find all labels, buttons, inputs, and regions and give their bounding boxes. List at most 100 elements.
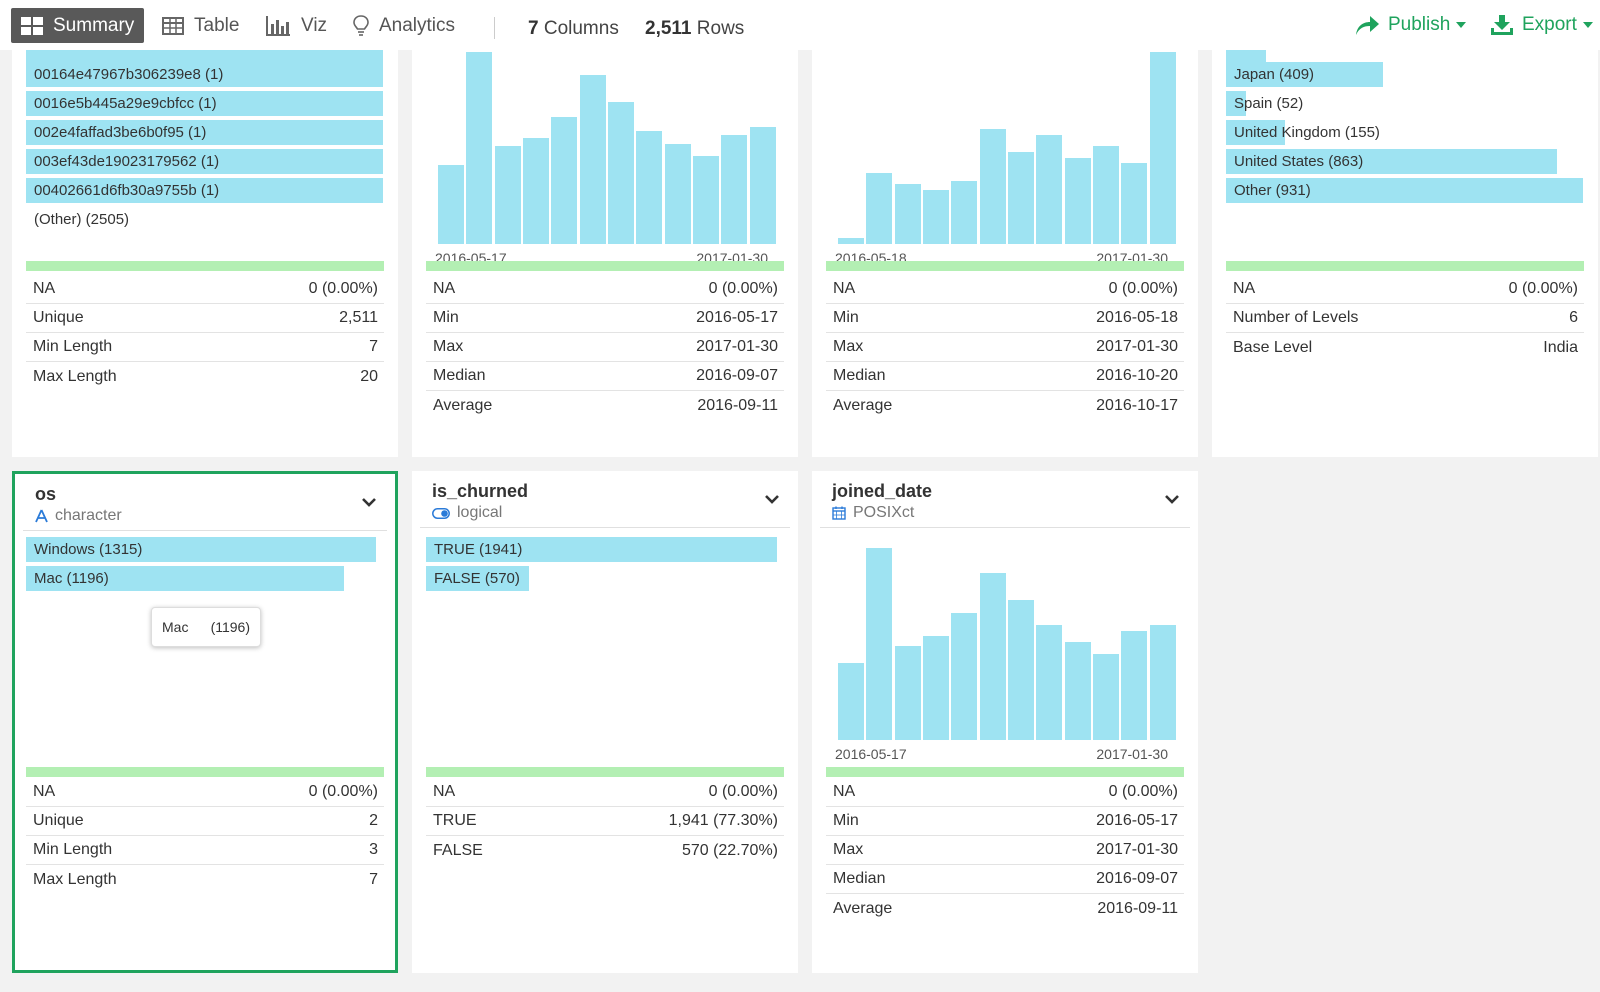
- stat-value: 2: [369, 812, 378, 829]
- histogram-bar[interactable]: [523, 138, 549, 244]
- histogram-bar[interactable]: [1093, 654, 1119, 740]
- level-bar[interactable]: [1226, 91, 1246, 116]
- histogram-bar[interactable]: [866, 173, 892, 244]
- histogram-bar[interactable]: [636, 131, 662, 244]
- histogram-bar[interactable]: [1150, 625, 1176, 740]
- histogram-bar[interactable]: [951, 613, 977, 740]
- stat-row: Median 2016-09-07: [426, 362, 784, 391]
- level-bar[interactable]: [1226, 120, 1285, 145]
- stat-row: Max 2017-01-30: [826, 333, 1184, 362]
- histogram-bar[interactable]: [495, 146, 521, 244]
- stat-key: Max Length: [33, 367, 117, 385]
- histogram-bar[interactable]: [1036, 625, 1062, 740]
- histogram-bar[interactable]: [1008, 152, 1034, 244]
- histogram-bar[interactable]: [923, 636, 949, 740]
- stat-value: 2016-09-07: [696, 367, 778, 384]
- export-label: Export: [1522, 14, 1577, 35]
- histogram-bar[interactable]: [693, 156, 719, 244]
- histogram-bar[interactable]: [1121, 631, 1147, 740]
- stats-table: NA 0 (0.00%) Number of Levels 6 Base Level In…: [1226, 275, 1584, 362]
- level-label: TRUE (1941): [434, 541, 523, 558]
- histogram-bar[interactable]: [466, 52, 492, 244]
- histogram-bar[interactable]: [838, 238, 864, 244]
- stat-key: Average: [833, 396, 893, 414]
- level-bar: [26, 62, 383, 87]
- stat-value: 0 (0.00%): [708, 280, 778, 297]
- na-indicator-bar: [826, 261, 1184, 271]
- column-card-user-id[interactable]: 00164e47967b306239e8 (1) 0016e5b445a29e9…: [12, 10, 398, 457]
- histogram-bar[interactable]: [1093, 146, 1119, 244]
- publish-button[interactable]: Publish: [1354, 14, 1467, 36]
- histogram-bar[interactable]: [980, 573, 1006, 740]
- level-label: Mac (1196): [34, 570, 109, 587]
- histogram-bar[interactable]: [580, 75, 606, 244]
- histogram-bar[interactable]: [750, 127, 776, 244]
- tab-viz[interactable]: Viz: [255, 8, 337, 43]
- histogram-bar[interactable]: [1008, 600, 1034, 740]
- stat-value: 7: [369, 870, 378, 888]
- level-label: Windows (1315): [34, 541, 143, 558]
- column-card-date-b[interactable]: 2016-05-18 2017-01-30 NA 0 (0.00%) Min 2016…: [812, 10, 1198, 457]
- level-bar[interactable]: [1226, 149, 1557, 174]
- tooltip-name: Mac: [162, 619, 189, 635]
- column-name: joined_date: [832, 481, 933, 501]
- level-bar[interactable]: [26, 537, 376, 562]
- tab-analytics-label: Analytics: [379, 14, 456, 36]
- stat-value: 7: [369, 338, 378, 355]
- histogram-bar[interactable]: [1065, 642, 1091, 740]
- stat-row: Median 2016-10-20: [826, 362, 1184, 391]
- histogram-bar[interactable]: [951, 181, 977, 244]
- level-bar[interactable]: [1226, 62, 1383, 87]
- histogram-bar[interactable]: [866, 548, 892, 740]
- column-card-is-churned[interactable]: is_churned logical NA 0 (0.00%) TRUE 1,941 …: [412, 471, 798, 973]
- tab-analytics[interactable]: Analytics: [343, 8, 465, 43]
- column-card-date-a[interactable]: 2016-05-17 2017-01-30 NA 0 (0.00%) Min 2016…: [412, 10, 798, 457]
- chevron-down-icon[interactable]: [764, 494, 780, 505]
- stat-key: NA: [833, 783, 856, 800]
- histogram-bar[interactable]: [980, 129, 1006, 244]
- stat-row: TRUE 1,941 (77.30%): [426, 807, 784, 836]
- tab-summary[interactable]: Summary: [11, 8, 145, 43]
- chevron-down-icon[interactable]: [361, 497, 377, 508]
- lightbulb-icon: [353, 14, 369, 36]
- tab-table[interactable]: Table: [152, 8, 249, 43]
- histogram-bar[interactable]: [438, 165, 464, 244]
- level-bar[interactable]: [426, 537, 777, 562]
- histogram-bar[interactable]: [923, 190, 949, 244]
- stat-key: Min Length: [33, 338, 113, 355]
- histogram-bar[interactable]: [721, 135, 747, 244]
- column-card-os[interactable]: os character Mac (1196) NA 0 (0.00%) Uniqu…: [12, 471, 398, 973]
- level-bar[interactable]: [426, 566, 529, 591]
- histogram-bar[interactable]: [838, 663, 864, 740]
- toolbar: Summary Table Viz Analytics 7 Columns 2,…: [0, 0, 1600, 50]
- histogram-bar[interactable]: [665, 144, 691, 244]
- histogram-bar[interactable]: [1150, 52, 1176, 244]
- level-bar[interactable]: [26, 566, 344, 591]
- stat-row: Min 2016-05-17: [826, 807, 1184, 836]
- histogram-bar[interactable]: [1036, 135, 1062, 244]
- histogram-bar[interactable]: [551, 117, 577, 244]
- logical-toggle-icon: [432, 507, 450, 519]
- stat-value: 0 (0.00%): [308, 280, 378, 297]
- column-card-joined-date[interactable]: joined_date POSIXct 2016-05-17 2017-01-3…: [812, 471, 1198, 973]
- column-card-country[interactable]: NA 0 (0.00%) Number of Levels 6 Base Level In…: [1212, 10, 1598, 457]
- level-bar[interactable]: [1226, 178, 1583, 203]
- card-header: os character: [23, 474, 387, 531]
- histogram-bar[interactable]: [1121, 163, 1147, 244]
- column-type: logical: [432, 504, 502, 522]
- stat-key: Unique: [33, 812, 84, 829]
- stat-value: 2016-05-17: [696, 309, 778, 326]
- column-type-label: character: [55, 507, 122, 524]
- chevron-down-icon[interactable]: [1164, 494, 1180, 505]
- column-type-label: logical: [457, 504, 503, 521]
- histogram: [837, 52, 1177, 244]
- stat-row: Min 2016-05-18: [826, 304, 1184, 333]
- histogram-bar[interactable]: [1065, 158, 1091, 244]
- bar-tooltip: Mac (1196): [151, 607, 261, 647]
- table-icon: [162, 16, 184, 35]
- histogram-bar[interactable]: [608, 102, 634, 244]
- export-button[interactable]: Export: [1490, 14, 1593, 36]
- stat-value: 1,941 (77.30%): [668, 812, 778, 829]
- histogram-bar[interactable]: [895, 184, 921, 244]
- histogram-bar[interactable]: [895, 646, 921, 740]
